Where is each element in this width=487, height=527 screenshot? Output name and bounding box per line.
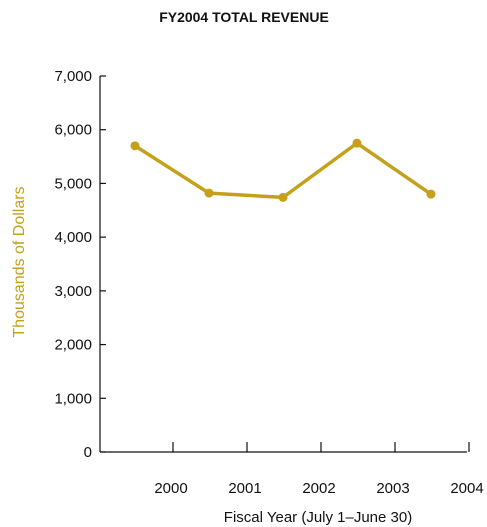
y-tick-label: 5,000 (54, 175, 92, 192)
y-tick-label: 2,000 (54, 337, 92, 354)
data-point (352, 138, 362, 148)
series-line (134, 141, 432, 200)
data-point (130, 141, 140, 151)
axes (99, 76, 467, 453)
data-point (204, 188, 214, 198)
data-point (278, 192, 288, 202)
x-tick-label: 2003 (376, 480, 409, 497)
y-tick-label: 7,000 (54, 68, 92, 85)
x-tick-label: 2001 (228, 480, 261, 497)
chart-title: FY2004 TOTAL REVENUE (159, 9, 329, 25)
y-tick-label: 4,000 (54, 229, 92, 246)
data-point (426, 189, 436, 199)
x-axis-ticks: 2000 2001 2002 2003 2004 (154, 442, 484, 497)
x-tick-label: 2000 (154, 480, 187, 497)
y-tick-label: 6,000 (54, 122, 92, 139)
y-tick-label: 1,000 (54, 390, 92, 407)
y-axis-ticks: 0 1,000 2,000 3,000 4,000 5,000 6,000 7,000 (54, 68, 106, 461)
x-tick-label: 2002 (302, 480, 335, 497)
y-axis-label: Thousands of Dollars (11, 186, 28, 337)
x-tick-label: 2004 (450, 480, 483, 497)
y-tick-label: 3,000 (54, 283, 92, 300)
y-tick-label: 0 (84, 444, 92, 461)
x-axis-label: Fiscal Year (July 1–June 30) (224, 509, 412, 526)
series-group (130, 138, 436, 202)
